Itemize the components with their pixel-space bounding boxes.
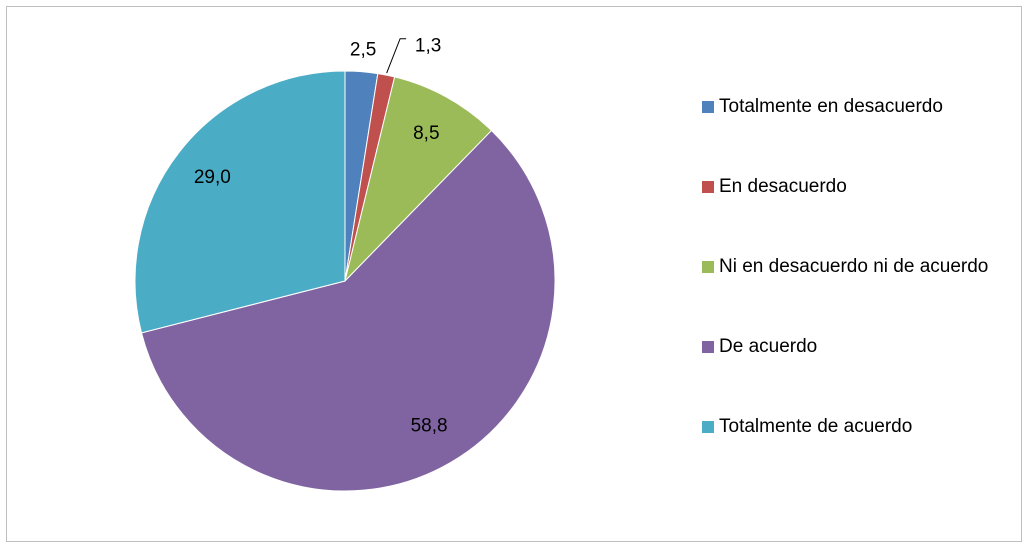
legend-entry: Totalmente en desacuerdo xyxy=(702,90,1009,124)
chart-frame xyxy=(6,6,1022,542)
legend: Totalmente en desacuerdo En desacuerdo Ni … xyxy=(702,90,1002,490)
legend-entry: De acuerdo xyxy=(702,330,1009,364)
legend-label: Ni en desacuerdo ni de acuerdo xyxy=(719,256,989,277)
legend-label: En desacuerdo xyxy=(719,176,847,197)
legend-entry: Ni en desacuerdo ni de acuerdo xyxy=(702,250,1009,284)
data-label: 29,0 xyxy=(194,167,231,188)
pie-slice xyxy=(134,70,346,334)
legend-swatch xyxy=(702,181,714,193)
legend-label: Totalmente de acuerdo xyxy=(719,416,913,437)
legend-label: De acuerdo xyxy=(719,336,818,357)
data-label: 58,8 xyxy=(411,415,448,436)
pie-slice xyxy=(344,76,493,283)
legend-swatch xyxy=(702,101,714,113)
legend-label: Totalmente en desacuerdo xyxy=(719,96,943,117)
data-label: 8,5 xyxy=(413,123,439,144)
legend-swatch xyxy=(702,341,714,353)
leader-line xyxy=(386,38,407,74)
data-label: 2,5 xyxy=(350,40,376,61)
pie-slice xyxy=(140,129,556,492)
legend-entry: Totalmente de acuerdo xyxy=(702,410,1009,444)
legend-entry: En desacuerdo xyxy=(702,170,1009,204)
legend-swatch xyxy=(702,261,714,273)
legend-swatch xyxy=(702,421,714,433)
data-label: 1,3 xyxy=(415,36,441,57)
